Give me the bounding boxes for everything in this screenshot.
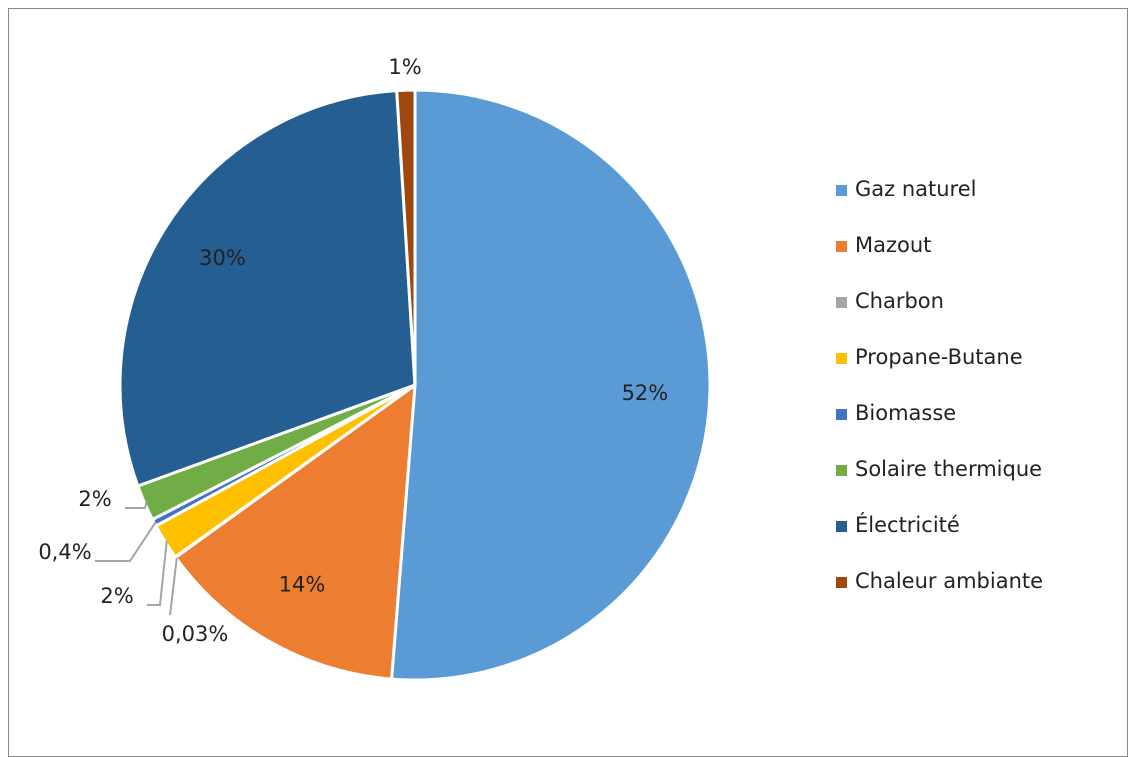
legend-label: Charbon (855, 289, 944, 313)
legend-swatch (836, 465, 847, 476)
leader-line (95, 521, 157, 562)
data-label: 14% (279, 572, 326, 596)
pie-slice (173, 381, 417, 681)
legend-swatch (836, 185, 847, 196)
legend-swatch (836, 241, 847, 252)
leader-line (125, 501, 148, 509)
legend-label: Propane-Butane (855, 345, 1023, 369)
legend-label: Gaz naturel (855, 177, 977, 201)
data-label: 0,03% (162, 622, 229, 646)
data-label: 52% (622, 381, 669, 405)
legend-label: Chaleur ambiante (855, 569, 1043, 593)
legend-swatch (836, 297, 847, 308)
data-label: 1% (388, 55, 421, 79)
legend-label: Mazout (855, 233, 931, 257)
data-label: 2% (100, 584, 133, 608)
data-label: 0,4% (38, 540, 91, 564)
legend-label: Biomasse (855, 401, 956, 425)
legend-swatch (836, 409, 847, 420)
leader-line (169, 555, 179, 616)
pie-slice (118, 88, 417, 488)
pie-slice (389, 88, 712, 682)
leader-line (147, 540, 168, 606)
legend-label: Solaire thermique (855, 457, 1042, 481)
pie-slice (395, 88, 417, 386)
legend-swatch (836, 577, 847, 588)
legend-swatch (836, 353, 847, 364)
legend-label: Électricité (855, 512, 960, 537)
data-label: 2% (78, 487, 111, 511)
legend-swatch (836, 521, 847, 532)
data-label: 30% (199, 246, 246, 270)
